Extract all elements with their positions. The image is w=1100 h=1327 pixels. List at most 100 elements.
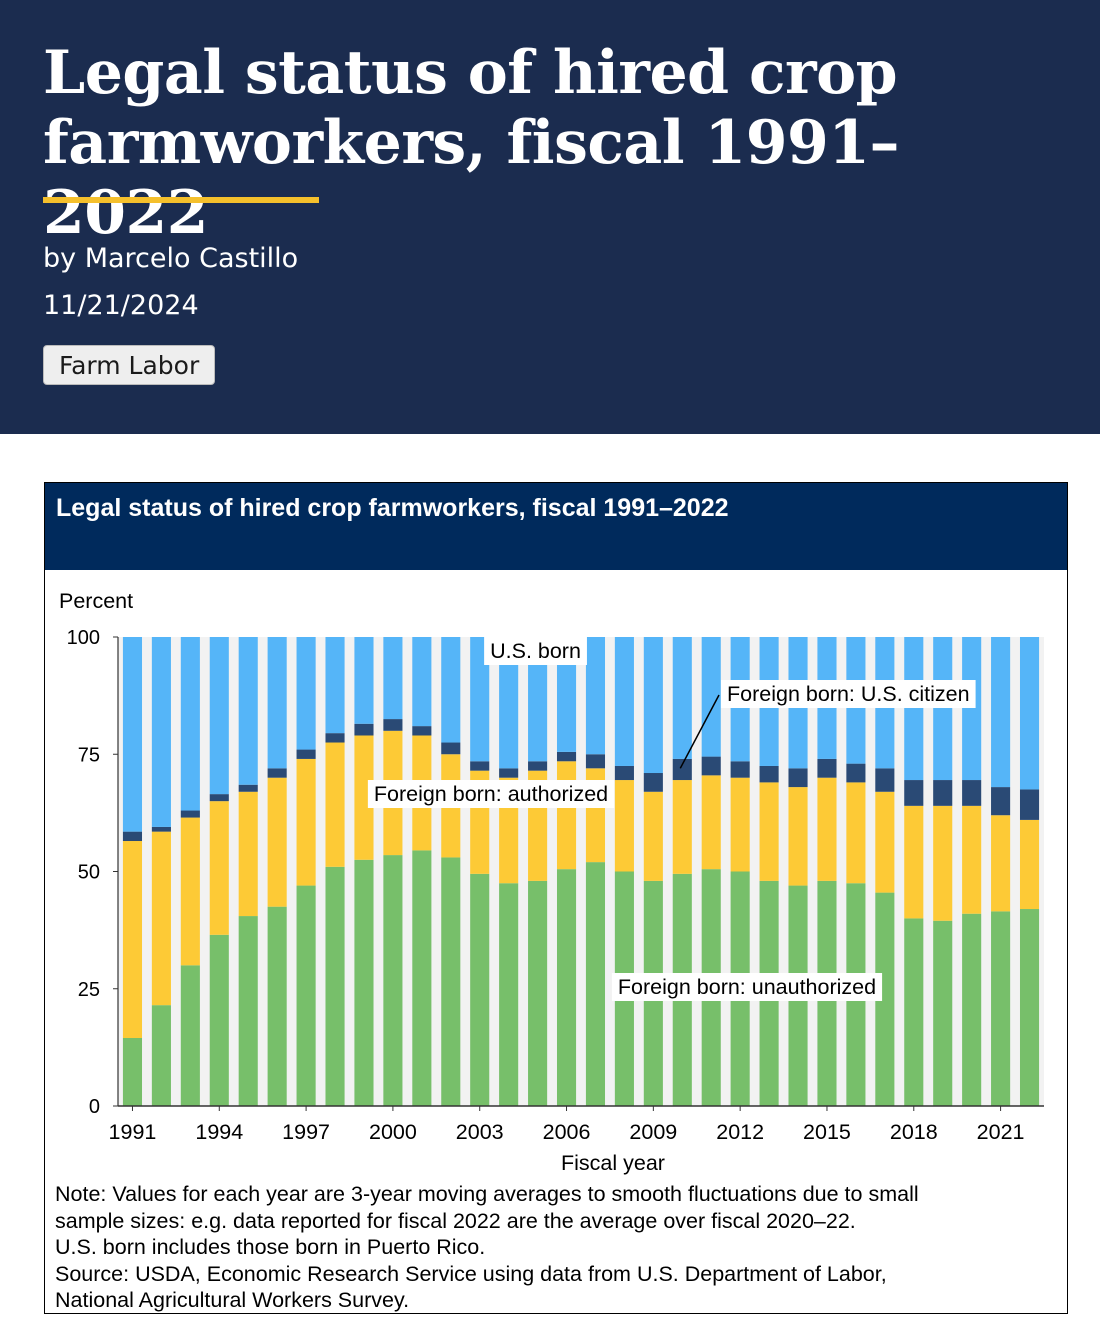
bar-1992-series-0: [151, 1005, 171, 1106]
bar-1996-series-2: [267, 768, 287, 778]
bar-1995-series-3: [238, 637, 258, 785]
bar-1996-series-0: [267, 906, 287, 1106]
note-line: U.S. born includes those born in Puerto …: [55, 1235, 486, 1259]
x-tick-label: 2018: [890, 1120, 938, 1144]
bar-2004-series-0: [499, 883, 519, 1106]
bar-2003-series-0: [470, 873, 490, 1106]
note-line: Note: Values for each year are 3-year mo…: [55, 1182, 919, 1206]
x-tick-label: 1994: [195, 1120, 243, 1144]
bar-1995-series-2: [238, 784, 258, 792]
bar-2019-series-2: [933, 780, 953, 806]
x-tick-label: 2009: [629, 1120, 677, 1144]
bar-1991-series-3: [122, 637, 143, 832]
bar-2020-series-3: [962, 637, 982, 781]
bar-2007-series-3: [585, 637, 606, 755]
bar-1995-series-0: [238, 916, 258, 1106]
bar-2000-series-3: [383, 637, 403, 720]
bar-1993-series-0: [180, 965, 200, 1106]
x-tick-label: 1991: [109, 1120, 157, 1144]
bar-1994-series-0: [209, 934, 229, 1106]
bar-2022-series-1: [1019, 819, 1040, 910]
bar-1991-series-0: [122, 1037, 143, 1106]
bar-2017-series-0: [875, 892, 895, 1106]
chart-header: Legal status of hired crop farmworkers, …: [45, 483, 1067, 570]
bar-1993-series-1: [180, 817, 200, 966]
bar-1995-series-1: [238, 791, 258, 917]
bar-2006-series-0: [556, 869, 577, 1106]
bar-2005-series-3: [528, 637, 548, 762]
bar-2006-series-3: [556, 637, 577, 752]
bar-2002-series-3: [441, 637, 461, 743]
bar-2018-series-2: [904, 780, 924, 806]
title-underline: [43, 197, 319, 203]
bar-2018-series-1: [904, 805, 924, 919]
topic-tag-button[interactable]: Farm Labor: [43, 345, 216, 385]
bar-2011-series-1: [701, 775, 721, 870]
bar-2013-series-1: [759, 782, 779, 881]
bar-2005-series-0: [528, 880, 548, 1106]
bar-2012-series-1: [730, 777, 750, 872]
bar-2019-series-1: [933, 805, 953, 921]
bar-2018-series-0: [904, 918, 924, 1106]
bar-2011-series-3: [701, 637, 721, 757]
bar-1997-series-2: [296, 749, 316, 759]
bar-2021-series-2: [991, 787, 1011, 816]
label-foreign-born-us-citizen-group: Foreign born: U.S. citizen: [721, 680, 976, 708]
bar-2002-series-2: [441, 742, 461, 755]
bar-2021-series-3: [991, 637, 1011, 788]
bar-2004-series-3: [499, 637, 519, 769]
bar-2017-series-1: [875, 791, 895, 893]
note-line: sample sizes: e.g. data reported for fis…: [55, 1208, 856, 1233]
bar-1994-series-2: [209, 794, 229, 802]
bar-2003-series-3: [470, 637, 490, 762]
bar-2022-series-3: [1019, 637, 1040, 790]
bar-2017-series-2: [875, 768, 895, 792]
label-foreign-born-unauthorized-group: Foreign born: unauthorized: [611, 973, 883, 1001]
bar-2016-series-2: [846, 763, 866, 783]
y-tick-label: 0: [89, 1096, 100, 1118]
article-header: Legal status of hired crop farmworkers, …: [0, 0, 1100, 434]
x-tick-label: 2000: [369, 1120, 417, 1144]
bar-2008-series-2: [614, 765, 634, 781]
bar-2002-series-0: [441, 857, 461, 1106]
bar-2006-series-2: [556, 751, 577, 762]
bar-2009-series-1: [643, 791, 663, 881]
source-line: Source: USDA, Economic Research Service …: [55, 1261, 887, 1286]
bar-1992-series-1: [151, 831, 171, 1006]
bar-1999-series-3: [354, 637, 374, 724]
bar-2008-series-1: [614, 780, 634, 872]
stacked-bar-chart: 0 25 50 75 100 Percent 1991 1994 1997 2000 2003 200…: [59, 589, 1044, 1175]
bar-2000-series-0: [383, 855, 403, 1106]
bar-1993-series-3: [180, 637, 200, 811]
bar-1991-series-1: [122, 841, 143, 1038]
label-foreign-born-unauthorized-background: [611, 973, 883, 1001]
bar-2009-series-3: [643, 637, 663, 774]
bar-2010-series-3: [672, 637, 692, 759]
bar-2001-series-2: [412, 726, 432, 736]
bar-2022-series-2: [1019, 789, 1040, 820]
label-foreign-born-authorized-background: [367, 780, 615, 808]
bar-1997-series-3: [296, 637, 316, 750]
label-foreign-born-authorized-group: Foreign born: authorized: [367, 780, 615, 808]
bar-2020-series-2: [962, 780, 982, 806]
bar-2001-series-0: [412, 850, 432, 1106]
bar-1999-series-1: [354, 735, 374, 860]
bar-2015-series-1: [817, 777, 837, 881]
bar-1992-series-2: [151, 826, 171, 832]
bar-1994-series-1: [209, 801, 229, 935]
bar-2006-series-1: [556, 761, 577, 870]
y-axis-title: Percent: [59, 589, 133, 613]
bar-1997-series-1: [296, 758, 316, 886]
bar-2020-series-1: [962, 805, 982, 914]
page-title: Legal status of hired crop farmworkers, …: [43, 38, 899, 248]
bar-2018-series-3: [904, 637, 924, 781]
bar-2022-series-0: [1019, 909, 1040, 1106]
chart-title: Legal status of hired crop farmworkers, …: [56, 494, 729, 522]
bar-1998-series-2: [325, 733, 345, 743]
y-tick-label: 50: [78, 862, 100, 884]
bar-1993-series-2: [180, 810, 200, 818]
x-tick-label: 2012: [716, 1120, 764, 1144]
bar-2010-series-2: [672, 758, 692, 781]
bar-1996-series-3: [267, 637, 287, 769]
bar-2020-series-0: [962, 913, 982, 1106]
